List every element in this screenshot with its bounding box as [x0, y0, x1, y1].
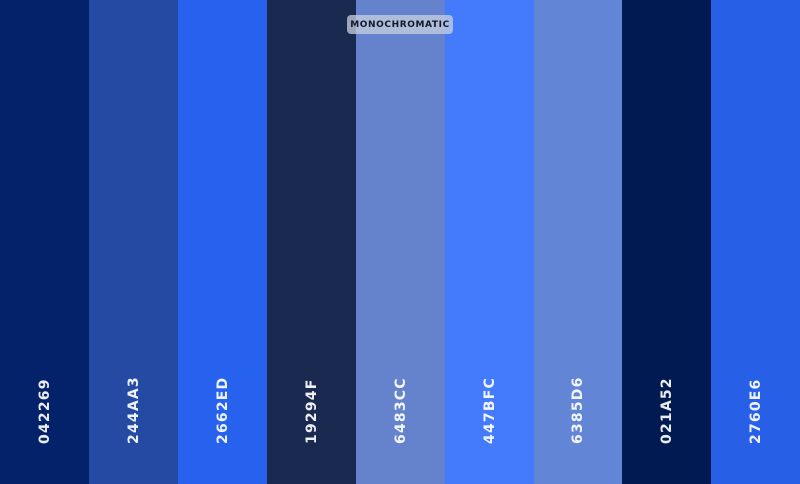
swatch-hex-label[interactable]: 244AA3 — [125, 376, 142, 444]
swatch-hex-label[interactable]: 021A52 — [658, 377, 675, 444]
swatch-hex-label[interactable]: 447BFC — [481, 377, 498, 444]
color-swatch-2[interactable]: 244AA3 — [89, 0, 178, 484]
swatch-hex-label[interactable]: 19294F — [303, 378, 320, 444]
palette-type-badge: MONOCHROMATIC — [347, 15, 453, 34]
color-swatch-7[interactable]: 6385D6 — [534, 0, 622, 484]
swatch-hex-label[interactable]: 042269 — [36, 378, 53, 444]
color-swatch-5[interactable]: 6483CC — [356, 0, 445, 484]
color-swatch-1[interactable]: 042269 — [0, 0, 89, 484]
color-swatch-4[interactable]: 19294F — [267, 0, 356, 484]
swatch-hex-label[interactable]: 2760E6 — [747, 378, 764, 444]
color-swatch-9[interactable]: 2760E6 — [711, 0, 800, 484]
color-swatch-3[interactable]: 2662ED — [178, 0, 267, 484]
swatch-hex-label[interactable]: 6385D6 — [570, 376, 586, 444]
swatch-hex-label[interactable]: 2662ED — [214, 376, 231, 444]
color-swatch-6[interactable]: 447BFC — [445, 0, 534, 484]
color-swatch-8[interactable]: 021A52 — [622, 0, 711, 484]
swatch-hex-label[interactable]: 6483CC — [392, 377, 409, 444]
